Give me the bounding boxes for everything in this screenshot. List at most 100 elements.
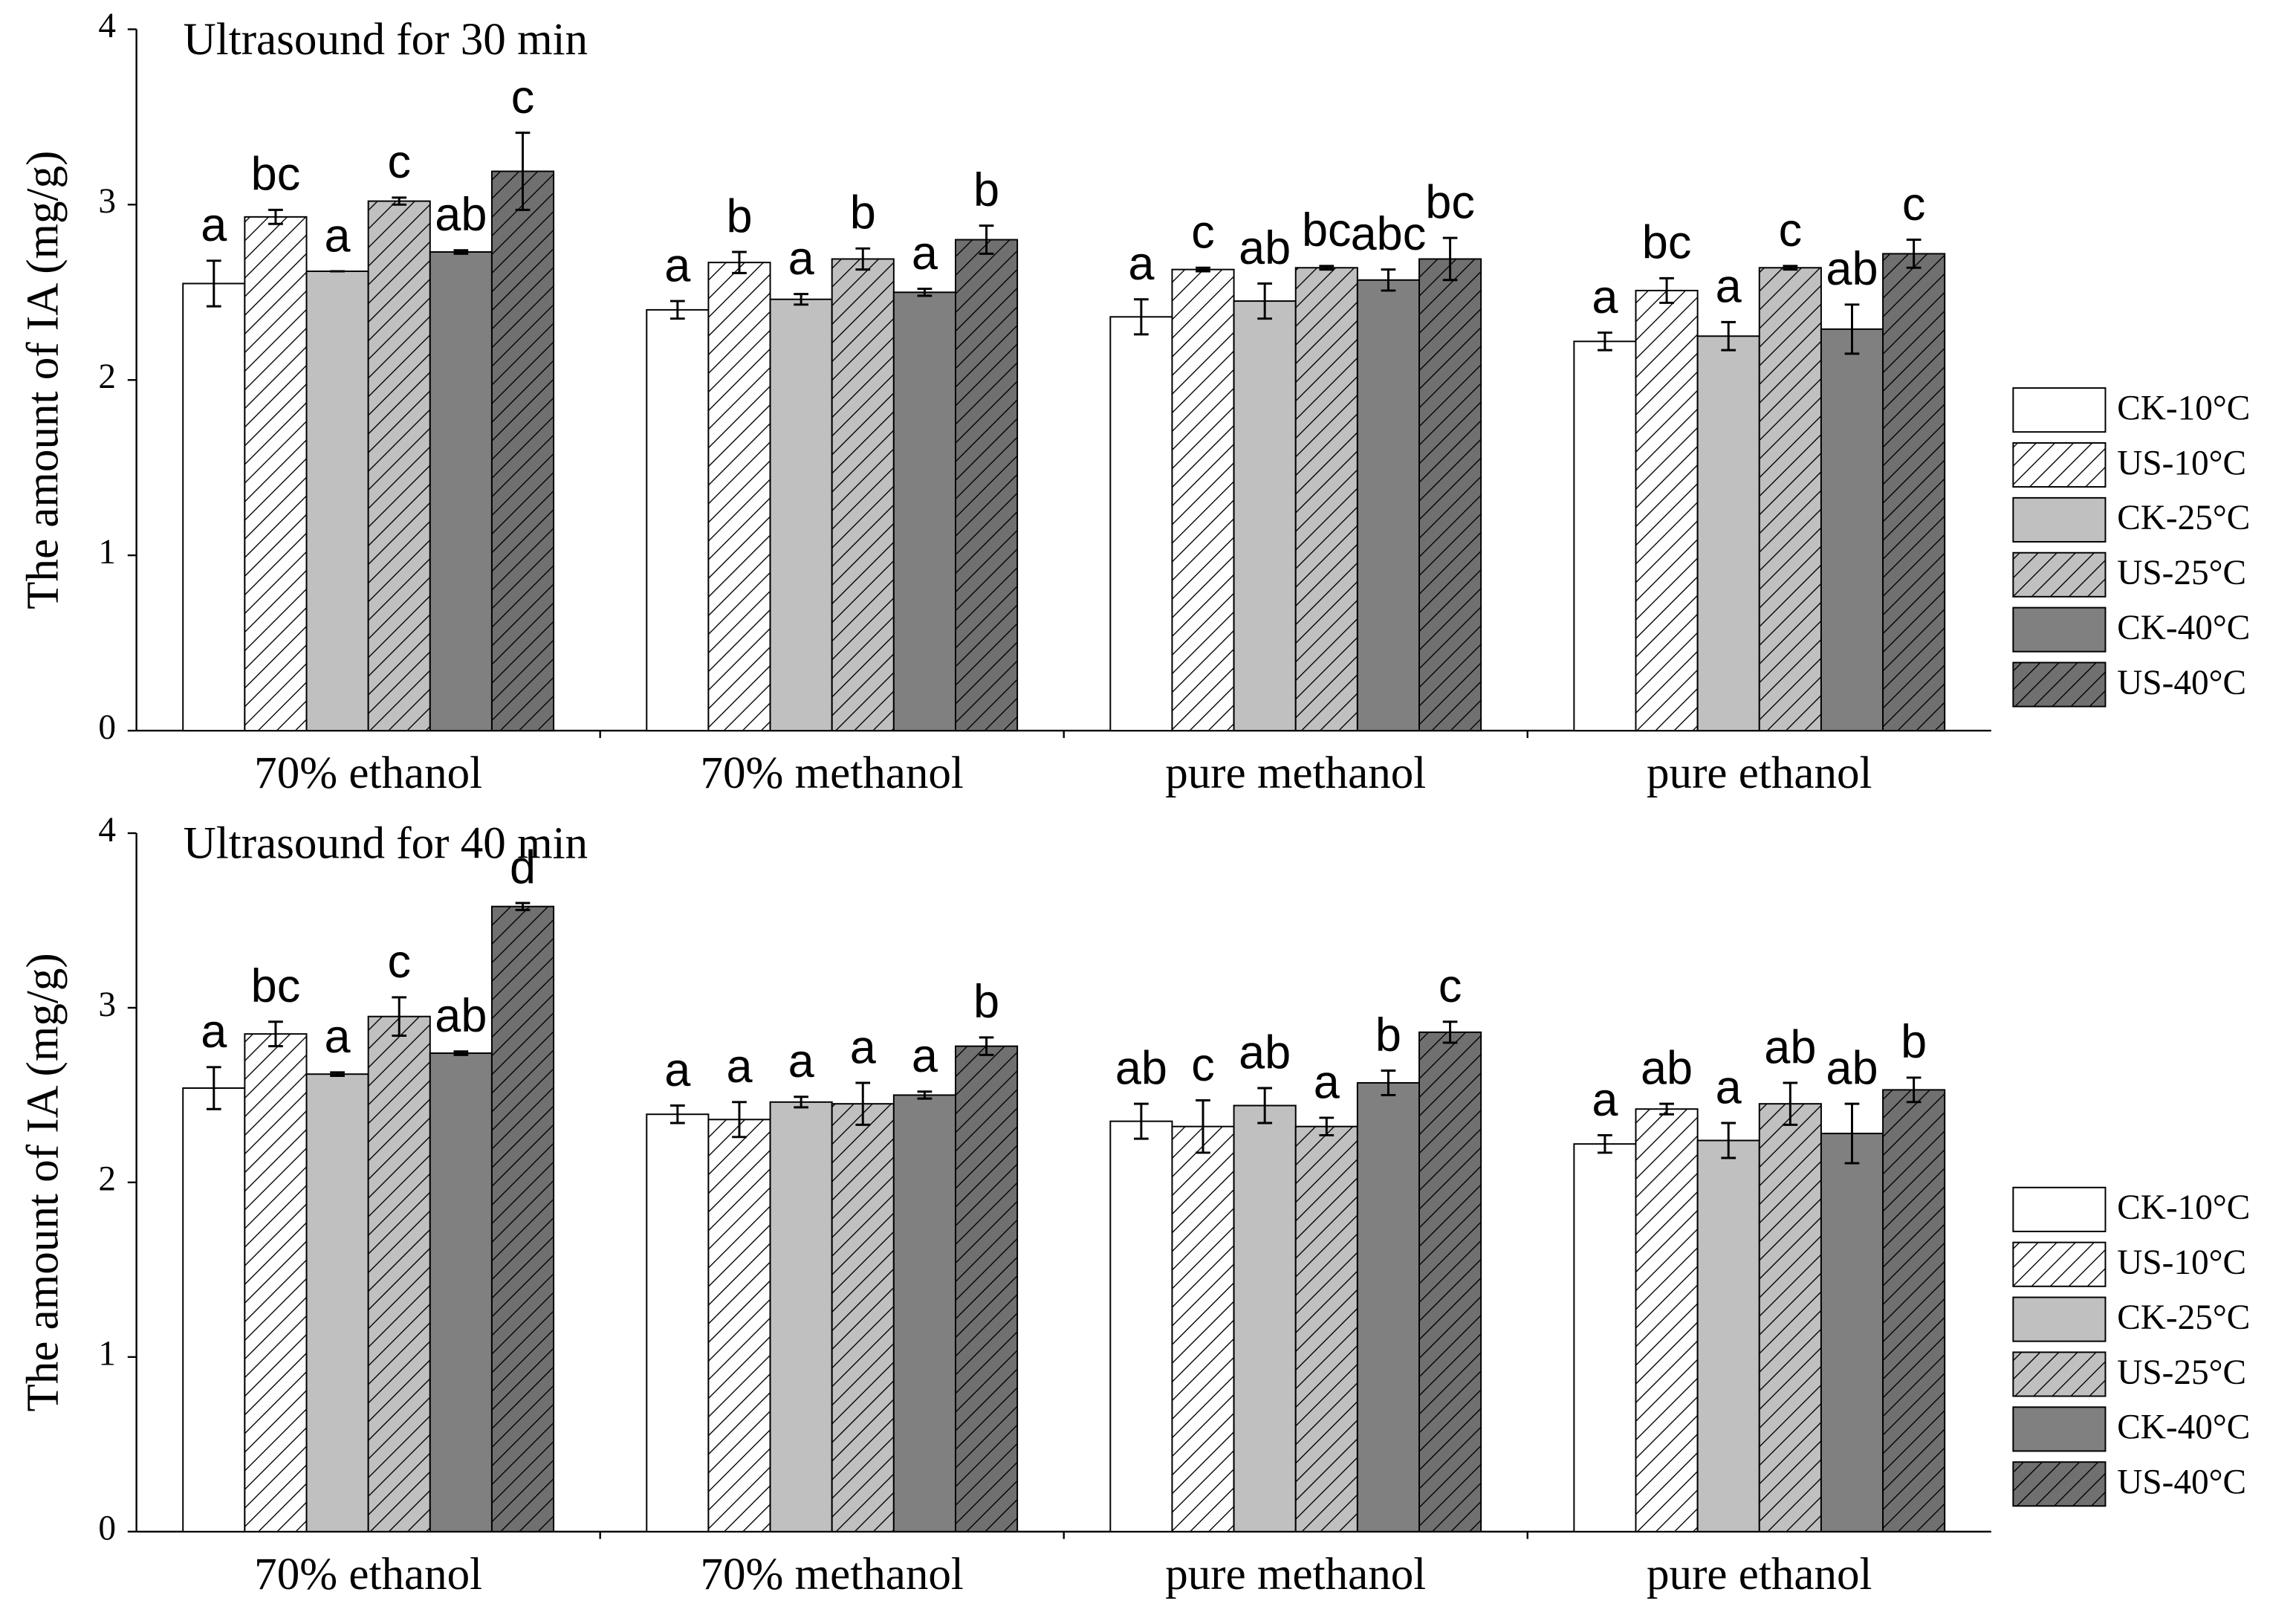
significance-label: a bbox=[850, 1021, 877, 1073]
chart-title: Ultrasound for 30 min bbox=[184, 15, 588, 65]
y-axis-label: The amount of IA (mg/g) bbox=[18, 151, 68, 609]
bar bbox=[1109, 1120, 1173, 1533]
significance-label: a bbox=[1716, 1061, 1742, 1113]
significance-label: bc bbox=[1302, 204, 1352, 256]
significance-label: c bbox=[1191, 1039, 1215, 1091]
bar bbox=[954, 1045, 1019, 1533]
x-tick-label: pure ethanol bbox=[1647, 1550, 1872, 1599]
legend-label: CK-40°C bbox=[2117, 1408, 2250, 1447]
significance-label: c bbox=[511, 71, 535, 123]
bar bbox=[1418, 258, 1482, 732]
significance-label: b bbox=[726, 190, 752, 242]
legend-swatch bbox=[2012, 1461, 2107, 1507]
bar bbox=[1233, 1104, 1297, 1533]
bar bbox=[305, 1073, 369, 1533]
legend-swatch bbox=[2012, 1296, 2107, 1342]
significance-label: c bbox=[1902, 178, 1926, 230]
legend-swatch bbox=[2012, 1241, 2107, 1287]
bar bbox=[305, 270, 369, 732]
legend-swatch bbox=[2012, 661, 2107, 708]
y-tick-label: 1 bbox=[98, 1335, 116, 1373]
significance-label: bc bbox=[251, 960, 301, 1012]
significance-label: ab bbox=[435, 189, 487, 241]
bar bbox=[1758, 267, 1822, 732]
significance-label: bc bbox=[1642, 217, 1692, 269]
bar bbox=[707, 1119, 771, 1533]
legend-label: US-25°C bbox=[2117, 1353, 2246, 1392]
significance-label: a bbox=[664, 239, 691, 291]
bar bbox=[1171, 268, 1235, 732]
significance-label: a bbox=[912, 227, 938, 279]
significance-label: a bbox=[201, 199, 227, 251]
significance-label: a bbox=[325, 210, 351, 262]
x-tick-label: 70% ethanol bbox=[254, 748, 482, 798]
bar bbox=[244, 216, 308, 732]
significance-label: c bbox=[387, 936, 411, 988]
significance-label: a bbox=[1128, 238, 1155, 290]
bar bbox=[1294, 1125, 1358, 1533]
bar bbox=[831, 258, 895, 732]
bar bbox=[182, 1087, 246, 1533]
bar bbox=[892, 291, 956, 732]
x-tick-label: 70% ethanol bbox=[254, 1550, 482, 1599]
significance-label: a bbox=[325, 1011, 351, 1063]
x-tick-label: pure ethanol bbox=[1647, 748, 1872, 798]
significance-label: ab bbox=[1239, 222, 1291, 274]
significance-label: b bbox=[973, 976, 999, 1028]
bar bbox=[182, 282, 246, 732]
significance-label: a bbox=[788, 1035, 815, 1087]
bar bbox=[1233, 300, 1297, 732]
x-tick-label: 70% methanol bbox=[700, 1550, 963, 1599]
bar bbox=[429, 251, 493, 732]
bar bbox=[1418, 1031, 1482, 1533]
bar bbox=[244, 1033, 308, 1533]
significance-label: b bbox=[973, 164, 999, 216]
bar bbox=[1696, 335, 1760, 732]
legend-label: CK-10°C bbox=[2117, 389, 2250, 427]
legend-label: US-40°C bbox=[2117, 664, 2246, 702]
significance-label: ab bbox=[1641, 1042, 1693, 1094]
legend-label: US-25°C bbox=[2117, 554, 2246, 592]
significance-label: bc bbox=[1425, 176, 1475, 228]
bar bbox=[707, 262, 771, 732]
bar bbox=[1635, 1108, 1699, 1533]
bar bbox=[1758, 1103, 1822, 1533]
significance-label: a bbox=[201, 1006, 227, 1058]
significance-label: d bbox=[510, 841, 536, 893]
bar bbox=[1573, 1143, 1637, 1533]
y-tick-label: 2 bbox=[98, 357, 116, 396]
bar bbox=[831, 1103, 895, 1533]
legend-swatch bbox=[2012, 387, 2107, 433]
x-tick-label: 70% methanol bbox=[700, 748, 963, 798]
bar bbox=[1820, 328, 1884, 732]
significance-label: c bbox=[387, 136, 411, 188]
bar bbox=[1820, 1133, 1884, 1533]
significance-label: ab bbox=[1826, 243, 1878, 295]
bar bbox=[1573, 340, 1637, 732]
significance-label: a bbox=[726, 1041, 753, 1093]
significance-label: a bbox=[1314, 1056, 1340, 1108]
significance-label: b bbox=[850, 187, 876, 239]
bar bbox=[490, 170, 555, 732]
y-tick-label: 3 bbox=[98, 182, 116, 221]
y-tick-label: 4 bbox=[98, 811, 116, 850]
bar bbox=[1635, 289, 1699, 732]
significance-label: ab bbox=[1115, 1042, 1167, 1094]
bar bbox=[1356, 1081, 1421, 1533]
bar bbox=[490, 905, 555, 1533]
legend-swatch bbox=[2012, 551, 2107, 598]
significance-label: ab bbox=[435, 990, 487, 1042]
y-tick-label: 3 bbox=[98, 986, 116, 1024]
bar bbox=[1882, 253, 1946, 732]
y-tick-label: 1 bbox=[98, 533, 116, 572]
y-tick-label: 2 bbox=[98, 1160, 116, 1199]
bar bbox=[429, 1052, 493, 1533]
x-tick-label: pure methanol bbox=[1165, 1550, 1426, 1599]
legend-swatch bbox=[2012, 1186, 2107, 1232]
significance-label: a bbox=[664, 1044, 691, 1096]
significance-label: a bbox=[1592, 1074, 1618, 1126]
y-tick-label: 0 bbox=[98, 708, 116, 747]
significance-label: a bbox=[1592, 271, 1618, 323]
significance-label: c bbox=[1779, 204, 1803, 256]
bar bbox=[1171, 1125, 1235, 1533]
